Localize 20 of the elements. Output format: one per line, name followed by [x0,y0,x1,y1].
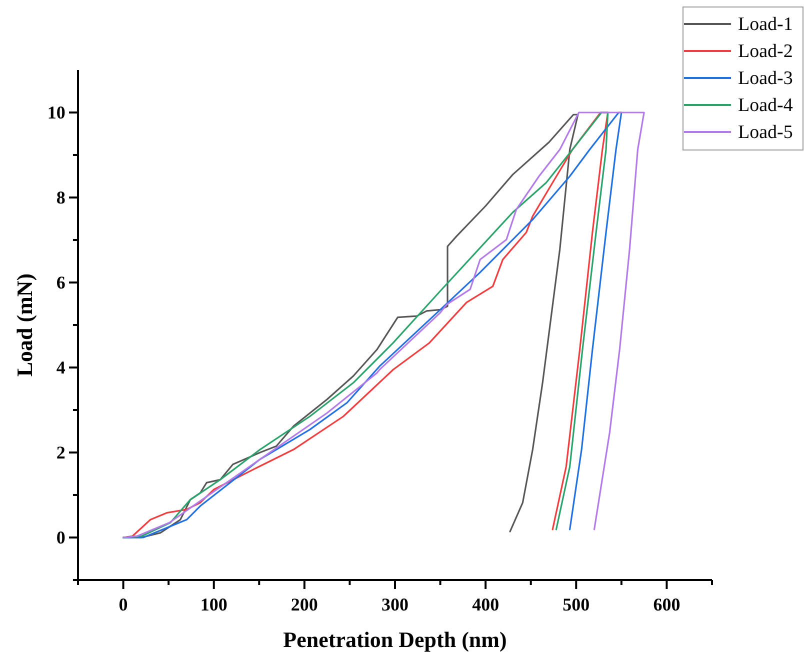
x-tick-label: 500 [562,594,590,615]
x-tick-label: 400 [472,594,500,615]
legend-label: Load-1 [738,14,793,35]
y-tick-label: 6 [56,272,66,292]
y-tick-label: 2 [56,442,66,462]
x-tick-label: 300 [382,594,408,615]
legend-label: Load-4 [738,95,794,116]
x-axis-title: Penetration Depth (nm) [283,627,507,652]
legend-label: Load-3 [738,68,793,89]
x-tick-label: 600 [653,594,680,615]
y-axis-title: Load (mN) [12,273,37,377]
legend-label: Load-2 [738,41,793,62]
legend-label: Load-5 [738,122,793,143]
x-tick-label: 200 [290,594,318,615]
y-tick-label: 8 [56,187,66,208]
x-tick-label: 0 [118,594,128,615]
x-tick-label: 100 [200,594,228,615]
y-tick-label: 0 [56,527,66,548]
y-tick-label: 4 [56,357,66,378]
y-tick-label: 10 [47,102,66,122]
